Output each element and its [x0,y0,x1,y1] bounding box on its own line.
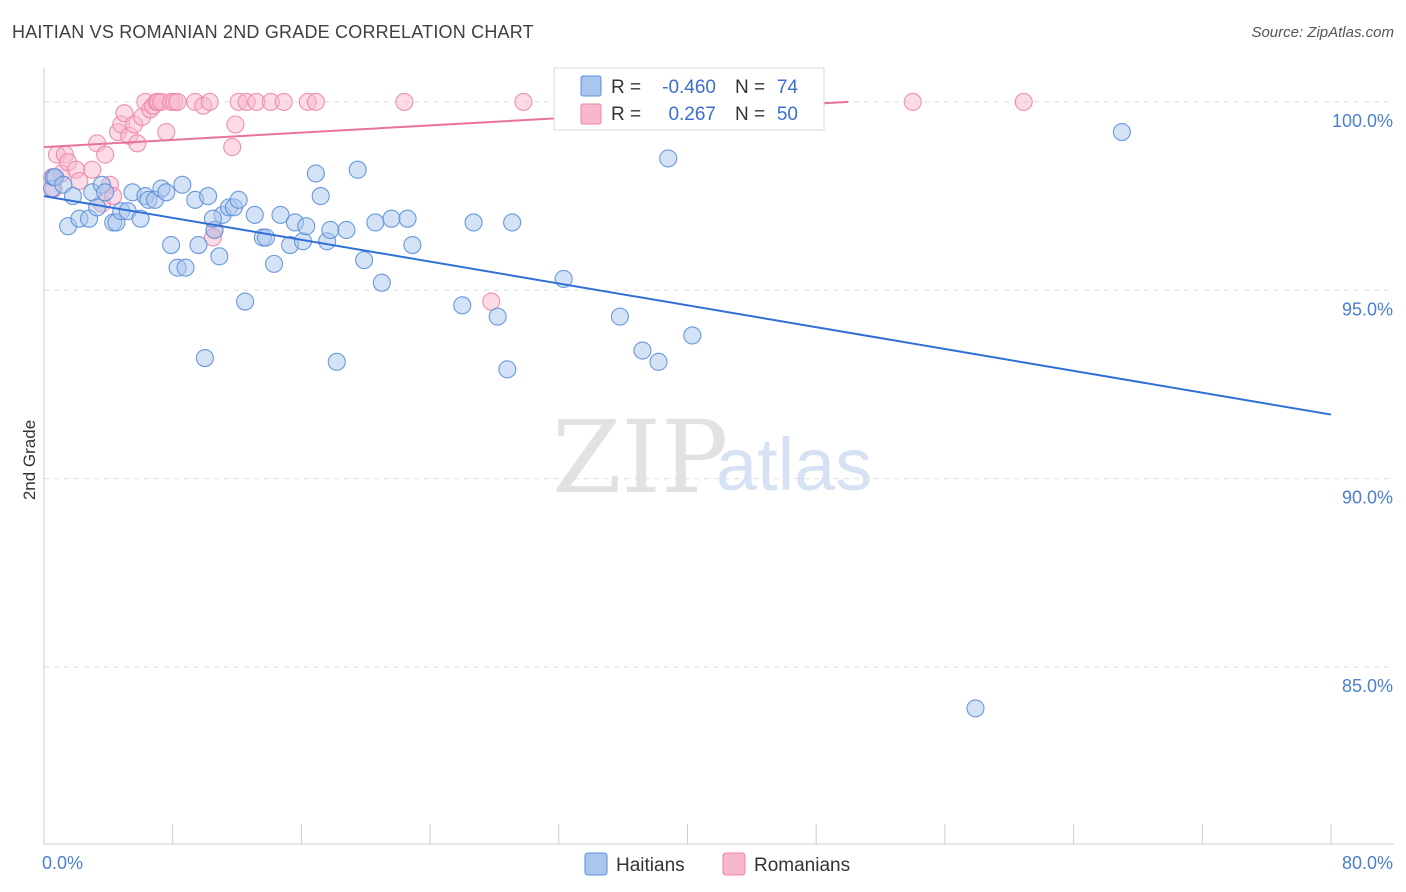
data-point-haitians [403,235,422,255]
watermark-atlas: atlas [716,423,872,506]
data-point-haitians [683,326,702,345]
data-point-romanians [200,92,219,111]
x-tick-label-max: 80.0% [1342,853,1393,873]
data-point-haitians [337,220,356,240]
y-axis-title: 2nd Grade [20,420,39,500]
data-point-haitians [306,164,325,183]
bottom-legend-romanians-swatch [722,852,746,876]
data-point-haitians [966,699,985,718]
data-point-romanians [168,92,187,111]
data-point-haitians [498,360,517,379]
legend-romanians-n-value: 50 [777,104,798,125]
data-point-romanians [514,92,533,111]
data-point-romanians [157,122,176,142]
data-point-romanians [128,134,147,153]
y-tick-label: 90.0% [1342,488,1393,508]
data-point-haitians [464,213,483,232]
watermark: ZIP atlas [552,399,872,516]
data-point-haitians [256,228,276,247]
y-tick-label: 100.0% [1332,111,1393,131]
data-point-haitians [321,220,340,240]
watermark-zip: ZIP [552,399,728,516]
y-tick-label: 85.0% [1342,676,1393,696]
data-point-haitians [173,175,192,194]
data-point-haitians [348,160,367,179]
data-point-haitians [327,352,346,371]
data-point-haitians [488,307,507,326]
legend-haitians-swatch [580,75,602,97]
data-point-haitians [633,341,652,360]
legend-romanians-r-label: R = [611,104,641,125]
data-point-haitians [398,209,417,228]
data-point-haitians [311,187,330,206]
chart-title: HAITIAN VS ROMANIAN 2ND GRADE CORRELATIO… [12,22,534,42]
legend-haitians-n-value: 74 [777,77,799,98]
data-point-haitians [236,292,255,311]
data-point-haitians [199,187,218,206]
bottom-legend-haitians-swatch [584,852,608,876]
legend-box: R = -0.460 N = 74 R = 0.267 N = 50 [553,67,825,131]
legend-haitians-n-label: N = [735,77,765,98]
data-point-romanians [1014,92,1033,111]
data-point-romanians [903,92,922,111]
legend-romanians-r-value: 0.267 [668,104,716,125]
data-point-haitians [659,149,678,168]
data-point-haitians [503,213,522,232]
data-point-romanians [83,160,102,179]
data-point-romanians [96,145,115,164]
data-point-haitians [649,352,668,371]
data-point-haitians [157,183,176,202]
legend-romanians-swatch [580,103,602,125]
data-point-romanians [226,115,245,134]
data-point-haitians [245,205,264,224]
trend-line-haitians [43,195,1332,416]
axes [43,68,1394,845]
data-point-haitians [265,254,284,273]
legend-haitians-r-label: R = [611,77,641,98]
data-point-haitians [366,213,385,232]
tick-labels: 85.0% 90.0% 95.0% 100.0% 0.0% 80.0% [42,111,1393,873]
data-point-haitians [96,183,115,202]
data-point-romanians [395,92,414,111]
y-tick-label: 95.0% [1342,299,1393,319]
data-point-haitians [271,205,290,224]
data-point-haitians [88,198,107,217]
data-point-haitians [1112,122,1131,142]
data-point-haitians [203,209,222,228]
data-point-romanians [274,92,293,111]
x-tick-label-min: 0.0% [42,853,83,873]
data-point-haitians [195,349,214,368]
data-point-haitians [189,235,208,255]
bottom-legend-romanians-label: Romanians [754,855,850,876]
data-point-haitians [297,217,316,236]
data-point-haitians [382,209,401,228]
data-point-haitians [372,273,391,292]
data-point-haitians [210,247,229,266]
data-point-romanians [482,292,501,311]
legend-romanians-n-label: N = [735,104,765,125]
legend-haitians-r-value: -0.460 [662,77,716,98]
data-point-haitians [453,296,472,315]
data-point-haitians [355,251,374,270]
grid-lines [44,101,1394,668]
data-point-haitians [229,190,248,209]
data-point-romanians [223,138,242,157]
data-point-haitians [162,235,181,255]
bottom-legend: Haitians Romanians [584,852,850,876]
bottom-legend-haitians-label: Haitians [616,855,685,876]
source-label: Source: ZipAtlas.com [1251,24,1394,41]
data-point-haitians [610,307,629,326]
data-point-haitians [176,258,195,277]
data-point-haitians [131,209,150,228]
data-point-romanians [306,92,325,111]
